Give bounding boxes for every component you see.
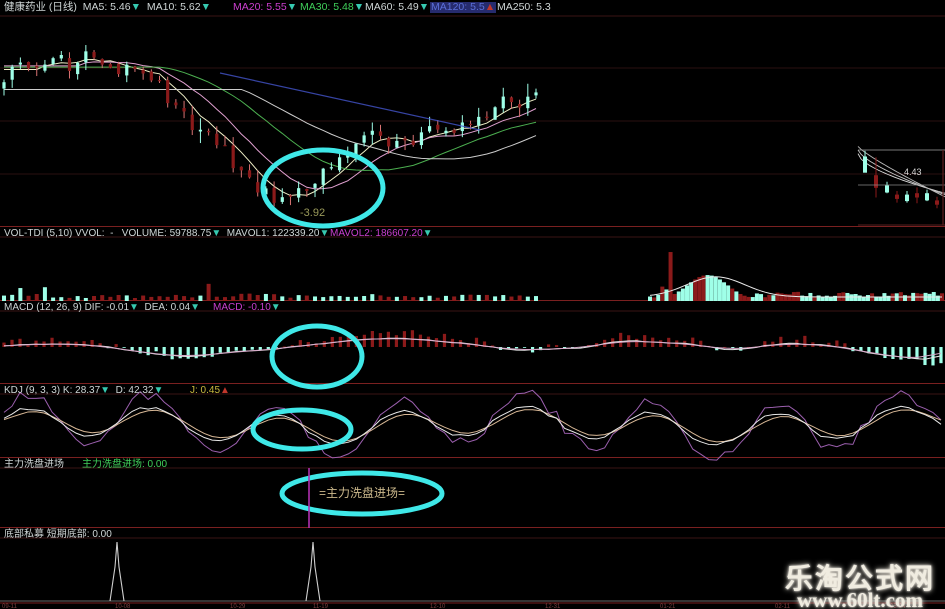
svg-text:09-11: 09-11 bbox=[2, 604, 18, 609]
svg-text:=主力洗盘进场=: =主力洗盘进场= bbox=[319, 485, 405, 500]
svg-text:11-19: 11-19 bbox=[313, 604, 329, 609]
svg-text:4.43: 4.43 bbox=[904, 167, 922, 177]
svg-text:01-21: 01-21 bbox=[660, 604, 676, 609]
svg-text:10-29: 10-29 bbox=[230, 604, 246, 609]
svg-text:10-08: 10-08 bbox=[115, 604, 131, 609]
svg-text:12-10: 12-10 bbox=[430, 604, 446, 609]
svg-text:12-31: 12-31 bbox=[545, 604, 561, 609]
svg-text:-3.92: -3.92 bbox=[300, 207, 325, 219]
